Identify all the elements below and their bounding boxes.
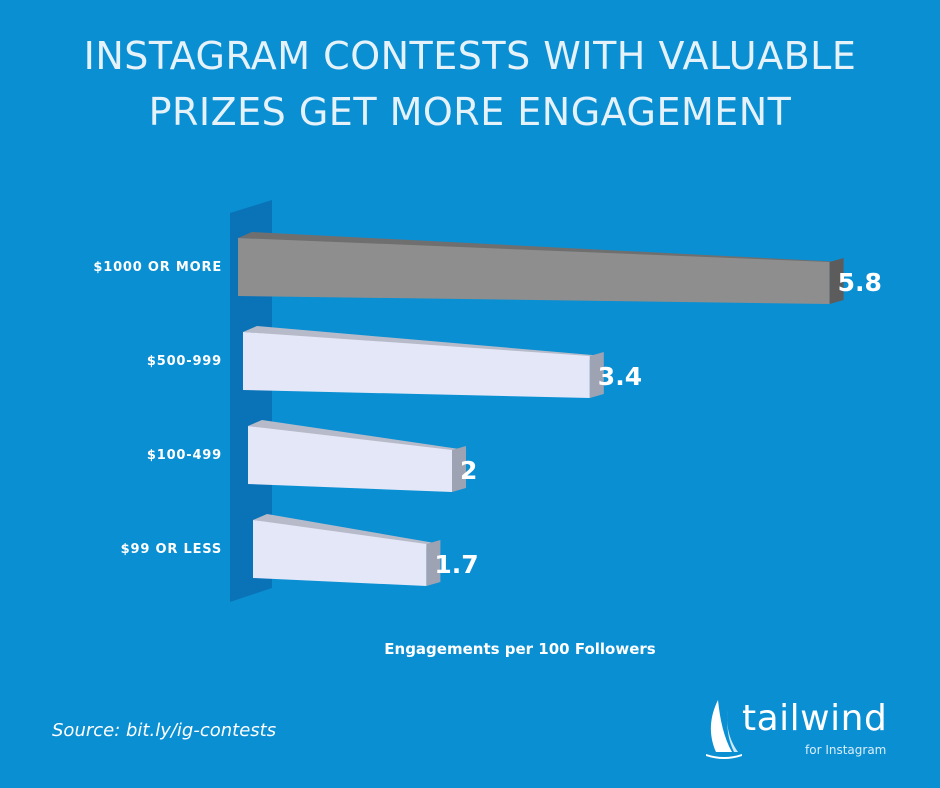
chart-title: INSTAGRAM CONTESTS WITH VALUABLE PRIZES …	[0, 28, 940, 140]
category-label: $500-999	[147, 354, 222, 369]
sail-icon	[706, 700, 742, 759]
value-label: 2	[460, 456, 477, 485]
source-text: Source: bit.ly/ig-contests	[52, 720, 277, 741]
logo-wordmark: tailwind	[742, 698, 888, 739]
x-axis-label: Engagements per 100 Followers	[384, 640, 656, 658]
tailwind-logo: tailwind for Instagram	[700, 696, 900, 766]
bar	[253, 520, 427, 586]
logo-tagline: for Instagram	[805, 743, 887, 757]
bar-end-face	[589, 352, 604, 398]
bar-end-face	[829, 258, 844, 304]
bar-end-face	[452, 446, 466, 492]
bar	[238, 238, 830, 304]
chart-title-line-2: PRIZES GET MORE ENGAGEMENT	[148, 90, 792, 134]
value-label: 1.7	[434, 550, 478, 579]
axis-wall	[230, 200, 272, 602]
bar	[248, 426, 452, 492]
bar	[243, 332, 590, 398]
value-label: 3.4	[598, 362, 642, 391]
chart-title-line-1: INSTAGRAM CONTESTS WITH VALUABLE	[83, 34, 857, 78]
category-label: $1000 OR MORE	[93, 260, 222, 275]
category-label: $100-499	[147, 448, 222, 463]
bar-end-face	[426, 540, 441, 586]
value-label: 5.8	[838, 268, 882, 297]
category-label: $99 OR LESS	[121, 542, 222, 557]
